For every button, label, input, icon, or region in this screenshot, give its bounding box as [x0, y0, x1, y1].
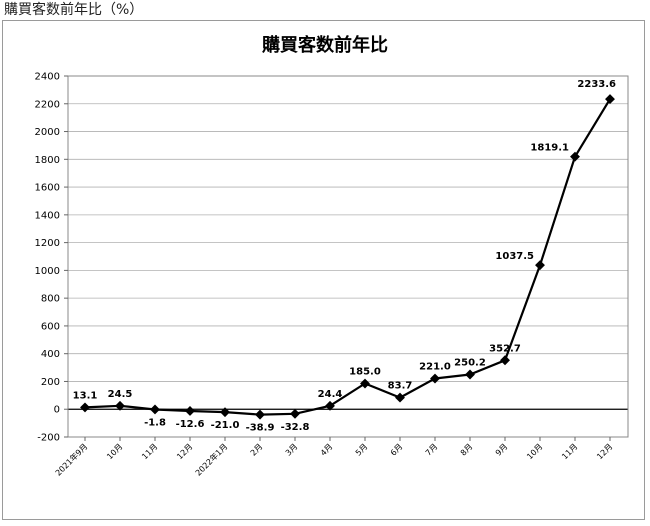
data-point: [220, 407, 230, 418]
y-tick-label: 0: [54, 405, 60, 416]
data-point: [255, 409, 265, 420]
data-point: [185, 406, 195, 416]
x-tick-label: 12月: [595, 442, 614, 461]
data-label: 83.7: [388, 381, 413, 392]
x-tick-label: 10月: [105, 442, 124, 461]
data-label: -12.6: [176, 419, 205, 430]
y-tick-label: 800: [41, 294, 60, 305]
y-tick-label: 400: [41, 349, 60, 360]
x-tick-label: 12月: [175, 442, 194, 461]
plot-area: [67, 75, 629, 438]
data-point: [570, 151, 580, 162]
x-tick-label: 2月: [249, 442, 265, 458]
x-tick-label: 4月: [319, 442, 335, 458]
data-point: [360, 378, 370, 389]
data-label: -32.8: [281, 422, 310, 433]
data-label: 1819.1: [530, 143, 569, 154]
y-tick-label: 2000: [35, 127, 60, 138]
x-axis-ticks: 2021年9月 10月 11月 12月 2022年1月 2月 3月 4月 5月 6月 7月 8月 9月 1…: [53, 437, 614, 478]
data-point: [535, 260, 545, 271]
y-tick-label: 1000: [35, 266, 60, 277]
data-label: 1037.5: [495, 251, 534, 262]
x-tick-label: 3月: [284, 442, 300, 458]
page-caption: 購買客数前年比（%）: [4, 2, 144, 18]
data-point: [325, 400, 335, 411]
data-label: 13.1: [73, 390, 98, 401]
data-point: [150, 404, 160, 415]
gridlines: [68, 75, 628, 438]
x-tick-label: 6月: [389, 442, 405, 458]
data-point: [395, 392, 405, 403]
x-tick-label: 2021年9月: [53, 441, 89, 477]
x-tick-label: 9月: [494, 442, 510, 458]
data-point: [500, 355, 510, 366]
y-tick-label: 2200: [35, 99, 60, 110]
data-point: [80, 402, 90, 413]
y-tick-label: 1800: [35, 155, 60, 166]
data-label: 24.5: [108, 389, 133, 400]
x-tick-label: 8月: [459, 442, 475, 458]
y-tick-label: 1400: [35, 210, 60, 221]
x-tick-label: 2022年1月: [193, 441, 229, 477]
x-tick-label: 11月: [140, 442, 159, 461]
data-label: 221.0: [419, 362, 451, 373]
x-tick-label: 11月: [560, 442, 579, 461]
y-tick-label: 2400: [35, 72, 60, 83]
x-tick-label: 7月: [424, 442, 440, 458]
y-axis-ticks: -200 0 200 400 600 800 1000 1200 1400 1600 1800 200…: [35, 72, 68, 444]
data-label: -38.9: [246, 423, 275, 434]
data-point: [290, 408, 300, 419]
series-line: [84, 98, 611, 416]
data-label: -1.8: [144, 417, 166, 428]
data-point: [465, 369, 475, 380]
y-tick-label: 1600: [35, 183, 60, 194]
data-label: 250.2: [454, 357, 486, 368]
x-tick-label: 10月: [525, 442, 544, 461]
data-label: 185.0: [349, 367, 381, 378]
data-point: [605, 94, 615, 105]
data-labels: 13.1 24.5 -1.8 -12.6 -21.0 -38.9 -32.8 24.4 185.…: [73, 79, 616, 434]
data-label: 352.7: [489, 343, 521, 354]
y-tick-label: -200: [37, 433, 60, 444]
x-tick-label: 5月: [354, 442, 370, 458]
y-tick-label: 600: [41, 321, 60, 332]
data-label: -21.0: [211, 420, 240, 431]
data-label: 2233.6: [577, 79, 616, 90]
data-point: [430, 373, 440, 384]
y-tick-label: 1200: [35, 238, 60, 249]
series-group: [80, 94, 615, 420]
chart-title: 購買客数前年比: [261, 34, 388, 56]
data-label: 24.4: [318, 389, 343, 400]
y-tick-label: 200: [41, 377, 60, 388]
